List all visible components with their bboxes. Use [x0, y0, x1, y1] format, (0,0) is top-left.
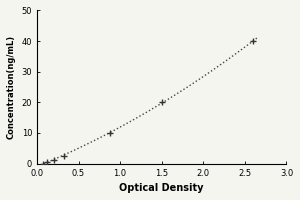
Y-axis label: Concentration(ng/mL): Concentration(ng/mL): [7, 35, 16, 139]
X-axis label: Optical Density: Optical Density: [119, 183, 204, 193]
